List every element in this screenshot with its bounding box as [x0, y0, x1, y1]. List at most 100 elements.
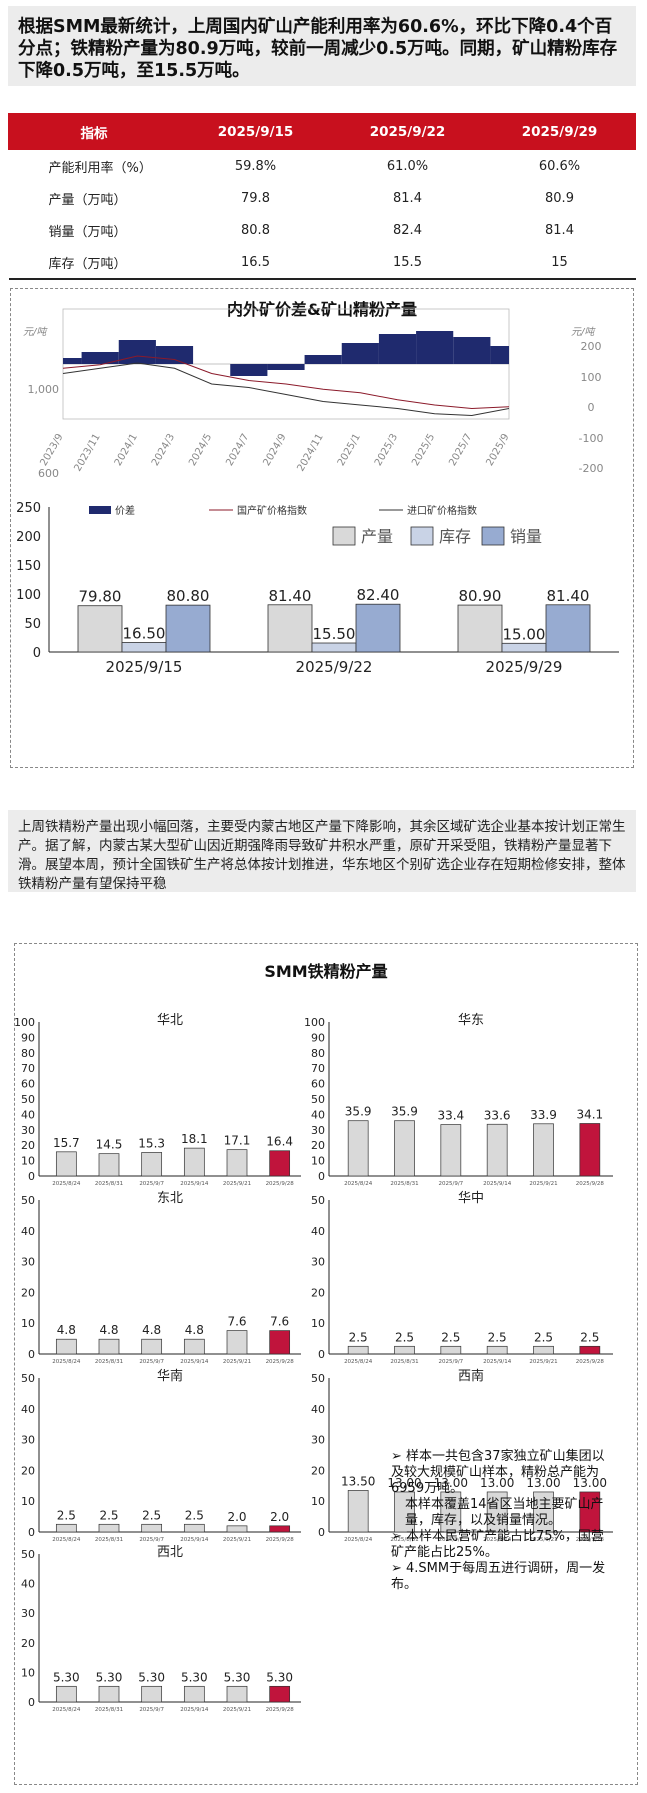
spread-area-mark: [378, 334, 417, 364]
region-bar: [141, 1152, 163, 1177]
bar-value-label: 2.5: [99, 1508, 118, 1522]
region-bar: [226, 1330, 248, 1355]
y-tick-label: 20: [21, 1637, 35, 1650]
bar-库存: [501, 642, 547, 653]
y-tick-label: 50: [311, 1194, 325, 1207]
spread-plot-area: [62, 308, 510, 420]
spread-area-mark: [81, 352, 119, 364]
x-tick-label: 2025/8/31: [390, 1181, 418, 1187]
x-tick-label: 2025/8/31: [390, 1359, 418, 1365]
bar-value-label: 15.3: [138, 1136, 165, 1150]
note-item: ➢ 4.SMM于每周五进行调研，周一发布。: [391, 1561, 611, 1593]
y-tick-label: 100: [15, 1016, 35, 1029]
y-tick-label: 20: [311, 1286, 325, 1299]
x-tick-label: 2025/8/31: [95, 1181, 123, 1187]
bar-value-label: 4.8: [185, 1323, 204, 1337]
table-cell: 销量（万吨）: [48, 224, 127, 240]
y-tick-label: 70: [21, 1062, 35, 1075]
y-tick-label: 40: [21, 1108, 35, 1121]
bar-value-label: 2.5: [395, 1330, 414, 1344]
region-bar: [269, 1525, 291, 1533]
x-tick-label: 2024/5: [187, 432, 214, 468]
chart-title: 内外矿价差&矿山精粉产量: [227, 300, 417, 319]
bar-销量: [545, 604, 591, 653]
bar-value-label: 2.5: [580, 1330, 599, 1344]
region-bar: [269, 1685, 291, 1703]
region-title: 西北: [157, 1545, 183, 1560]
region-bar: [55, 1523, 77, 1533]
bar-value-label: 14.5: [96, 1138, 123, 1152]
bar-value-label: 33.9: [530, 1108, 557, 1122]
bar-value-label: 4.8: [142, 1323, 161, 1337]
table-cell: 60.6%: [538, 158, 581, 174]
bar-value-label: 13.50: [341, 1474, 375, 1488]
region-panel: 东北 0 10 20 30 40 50 4.8 2025/8/24 4.8 2025/8/31 4.8…: [21, 1191, 301, 1365]
bullet-arrow-icon: ➢: [391, 1449, 407, 1464]
x-tick-label: 2025/8/24: [52, 1359, 81, 1365]
legend-swatch: [481, 526, 505, 546]
x-tick-label: 2025/9/28: [576, 1181, 605, 1187]
y-tick-label: 50: [311, 1372, 325, 1385]
x-tick-label: 2025/9/7: [139, 1537, 164, 1543]
bar-value-label: 17.1: [224, 1134, 251, 1148]
region-bar: [141, 1338, 163, 1355]
left-axis-unit: 元/吨: [23, 326, 48, 338]
bar-value-label: 5.30: [53, 1670, 80, 1684]
bar-value-label: 2.0: [227, 1510, 246, 1524]
region-bar: [183, 1523, 205, 1533]
table-cell: 81.4: [393, 190, 422, 206]
bar-库存: [311, 642, 357, 653]
region-bar: [579, 1123, 601, 1177]
region-bar: [226, 1685, 248, 1703]
x-tick-label: 2025/9/7: [139, 1181, 164, 1187]
x-tick-label: 2025/9/28: [266, 1537, 295, 1543]
y-tick-label: 0: [318, 1526, 325, 1539]
y-tick-label: 10: [311, 1317, 325, 1330]
region-bar: [533, 1345, 554, 1355]
bar-value-label: 80.80: [167, 587, 210, 605]
spread-area-mark: [267, 364, 305, 370]
bar-value-label: 35.9: [391, 1105, 418, 1119]
y-tick-label: 50: [21, 1194, 35, 1207]
y-tick-label: 10: [311, 1155, 325, 1168]
table-cell: 82.4: [393, 222, 422, 238]
x-tick-label: 2025/9/28: [266, 1707, 295, 1713]
x-tick-label: 2025/8/24: [52, 1707, 81, 1713]
region-bar: [486, 1123, 508, 1177]
bar-产量: [267, 604, 313, 653]
table-cell: 产能利用率（%）: [48, 160, 152, 176]
table-cell: 59.8%: [234, 158, 277, 174]
right-tick: 200: [581, 340, 602, 353]
region-title: 华中: [458, 1191, 484, 1206]
right-tick: -100: [579, 432, 604, 445]
y-tick-label: 30: [311, 1256, 325, 1269]
y-tick-label: 60: [21, 1078, 35, 1091]
region-bar: [440, 1345, 462, 1355]
table-cell: 61.0%: [386, 158, 429, 174]
category-label: 2025/9/22: [296, 658, 373, 676]
bar-value-label: 34.1: [576, 1107, 603, 1121]
y-tick-label: 150: [16, 559, 41, 574]
y-tick-label: 0: [318, 1170, 325, 1183]
region-bar: [141, 1523, 163, 1533]
region-bar: [486, 1345, 508, 1355]
bar-value-label: 33.4: [437, 1109, 464, 1123]
table-row: 产能利用率（%） 59.8% 61.0% 60.6%: [9, 150, 636, 183]
category-label: 2025/9/29: [486, 658, 563, 676]
region-bar: [579, 1491, 601, 1533]
spread-area-mark: [453, 337, 491, 364]
y-tick-label: 30: [21, 1256, 35, 1269]
bar-value-label: 5.30: [96, 1670, 123, 1684]
bar-value-label: 33.6: [484, 1108, 511, 1122]
y-tick-label: 0: [28, 1170, 35, 1183]
x-tick-label: 2025/5: [410, 432, 437, 468]
regional-output-chart: SMM铁精粉产量 华北010203040506070809010015.7202…: [14, 962, 613, 1713]
y-tick-label: 50: [24, 617, 41, 632]
x-tick-label: 2025/9/14: [180, 1537, 209, 1543]
right-tick: 0: [588, 401, 595, 414]
left-tick: 600: [38, 467, 59, 480]
y-tick-label: 70: [311, 1062, 325, 1075]
y-tick-label: 100: [304, 1016, 325, 1029]
legend-label: 销量: [510, 527, 542, 546]
x-tick-label: 2025/9/7: [139, 1359, 164, 1365]
